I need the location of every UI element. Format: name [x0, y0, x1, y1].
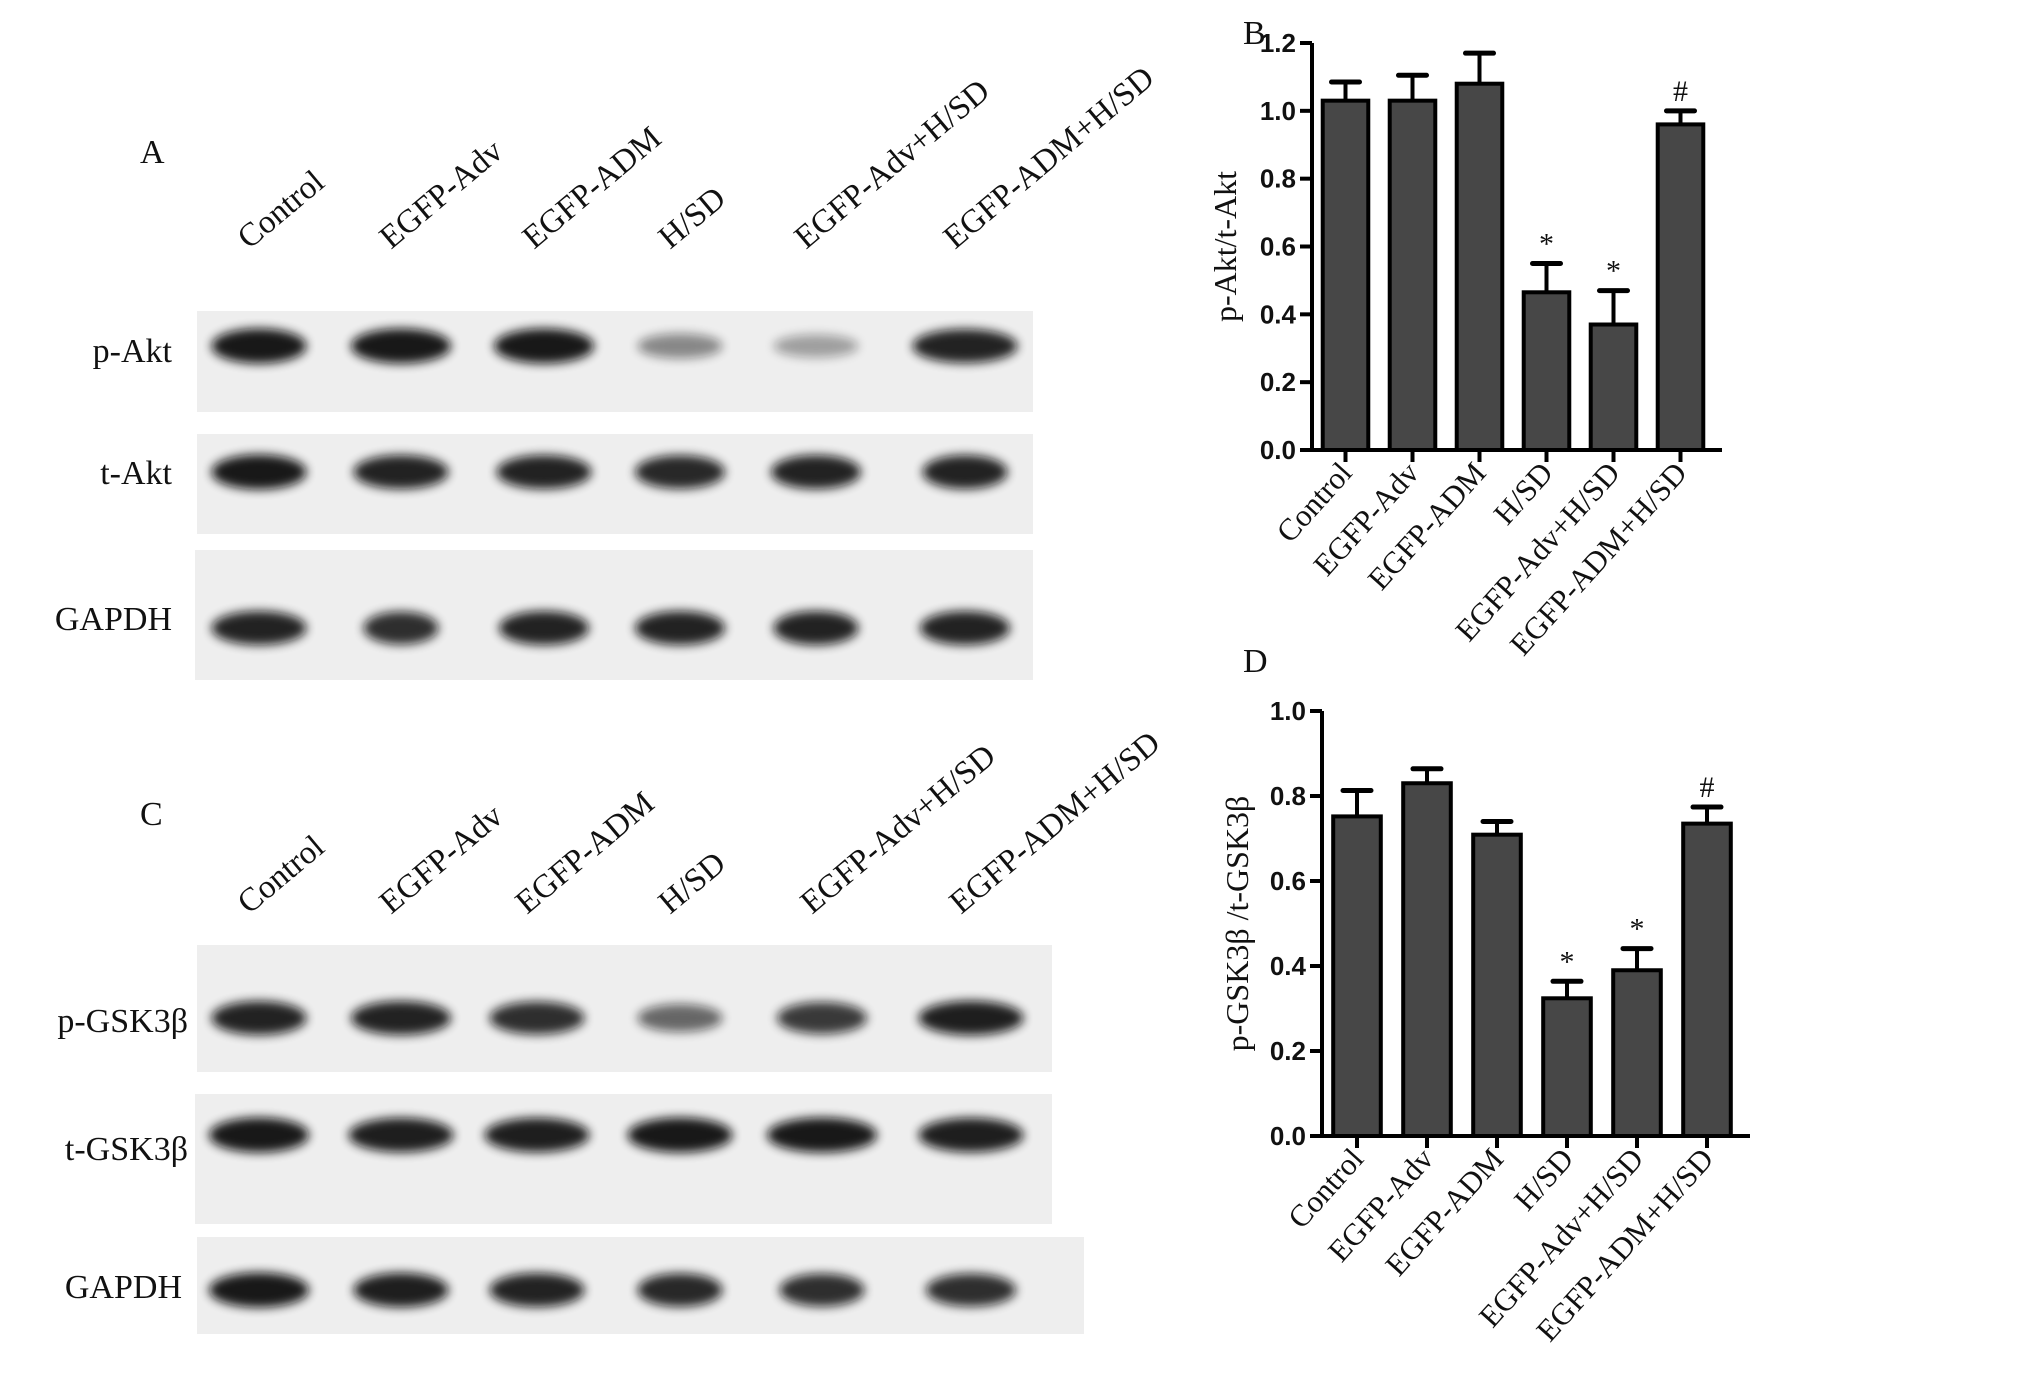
- significance-marker: #: [1673, 75, 1688, 108]
- protein-band: [351, 1001, 451, 1035]
- y-tick-label: 0.6: [1270, 866, 1306, 896]
- panel-label: B: [1243, 15, 1266, 52]
- lane-label: H/SD: [652, 845, 733, 921]
- bar: [1471, 832, 1523, 1138]
- lane-label: H/SD: [652, 180, 733, 256]
- y-axis-label: p-Akt/t-Akt: [1207, 171, 1243, 322]
- protein-band: [353, 455, 449, 489]
- y-tick-label: 0.8: [1270, 781, 1306, 811]
- protein-band: [767, 1117, 877, 1153]
- protein-band: [918, 1117, 1024, 1153]
- significance-marker: *: [1630, 913, 1645, 946]
- significance-marker: *: [1560, 945, 1575, 978]
- protein-band: [353, 1272, 449, 1308]
- row-label: p-Akt: [93, 333, 173, 370]
- protein-band: [211, 1001, 307, 1035]
- blot-strip: [197, 311, 1033, 412]
- protein-band: [496, 455, 592, 489]
- bar-chart-panel-b: B0.00.20.40.60.81.01.2p-Akt/t-AktControl…: [1207, 15, 1722, 662]
- protein-band: [635, 611, 725, 645]
- bar: [1320, 98, 1371, 453]
- lane-label: Control: [231, 829, 331, 921]
- y-tick-label: 0.0: [1270, 1121, 1306, 1151]
- protein-band: [211, 611, 307, 645]
- lane-label: EGFP-ADM: [516, 120, 668, 256]
- y-tick-label: 0.0: [1260, 435, 1296, 465]
- significance-marker: *: [1539, 227, 1554, 260]
- protein-band: [773, 334, 859, 358]
- y-tick-label: 0.8: [1260, 164, 1296, 194]
- protein-band: [779, 1273, 865, 1307]
- blot-strip: [195, 550, 1033, 680]
- protein-band: [637, 1004, 723, 1032]
- lane-label: Control: [231, 164, 331, 256]
- y-tick-label: 0.2: [1270, 1036, 1306, 1066]
- protein-band: [489, 1001, 585, 1035]
- protein-band: [637, 333, 723, 359]
- row-label: t-GSK3β: [65, 1131, 188, 1168]
- y-tick-label: 0.2: [1260, 367, 1296, 397]
- bar: [1401, 781, 1453, 1138]
- row-label: GAPDH: [55, 601, 172, 638]
- protein-band: [912, 329, 1018, 363]
- y-tick-label: 1.2: [1260, 28, 1296, 58]
- bar: [1521, 290, 1572, 452]
- row-label: t-Akt: [100, 455, 172, 492]
- protein-band: [211, 454, 307, 490]
- protein-band: [209, 1117, 309, 1153]
- bar: [1588, 322, 1639, 452]
- bar: [1541, 996, 1593, 1138]
- row-label: p-GSK3β: [57, 1003, 188, 1040]
- protein-band: [627, 1117, 733, 1153]
- protein-band: [348, 1117, 454, 1153]
- blot-strip: [197, 945, 1052, 1072]
- protein-band: [920, 611, 1010, 645]
- panel-label: D: [1243, 643, 1268, 680]
- protein-band: [494, 328, 594, 364]
- protein-band: [777, 1002, 867, 1034]
- bar: [1611, 968, 1663, 1138]
- protein-band: [773, 611, 859, 645]
- protein-band: [363, 611, 439, 645]
- protein-band: [637, 1273, 723, 1307]
- bar: [1387, 98, 1438, 453]
- protein-band: [484, 1117, 590, 1153]
- y-axis-label: p-GSK3β /t-GSK3β: [1219, 796, 1255, 1052]
- protein-band: [209, 1272, 309, 1308]
- protein-band: [489, 1273, 585, 1307]
- y-tick-label: 0.6: [1260, 232, 1296, 262]
- y-tick-label: 1.0: [1270, 696, 1306, 726]
- bar: [1331, 814, 1383, 1139]
- protein-band: [635, 455, 725, 489]
- y-tick-label: 0.4: [1270, 951, 1307, 981]
- protein-band: [211, 328, 307, 364]
- protein-band: [351, 328, 451, 364]
- blot-strip: [197, 434, 1033, 534]
- lane-label: EGFP-Adv: [373, 798, 510, 921]
- lane-label: EGFP-ADM: [509, 785, 661, 921]
- protein-band: [771, 455, 861, 489]
- bar: [1681, 821, 1733, 1138]
- panel-label: A: [140, 134, 165, 171]
- bar-chart-panel-d: D0.00.20.40.60.81.0p-GSK3β /t-GSK3βContr…: [1219, 643, 1750, 1348]
- row-label: GAPDH: [65, 1269, 182, 1306]
- significance-marker: *: [1606, 255, 1621, 288]
- bar: [1454, 81, 1505, 452]
- significance-marker: #: [1700, 771, 1715, 804]
- panel-label: C: [140, 796, 163, 833]
- protein-band: [926, 1273, 1016, 1307]
- y-tick-label: 0.4: [1260, 299, 1297, 329]
- protein-band: [922, 455, 1008, 489]
- y-tick-label: 1.0: [1260, 96, 1296, 126]
- blot-strip: [195, 1094, 1052, 1224]
- lane-label: EGFP-Adv: [373, 133, 510, 256]
- protein-band: [918, 1000, 1024, 1036]
- bar: [1655, 122, 1706, 453]
- protein-band: [499, 611, 589, 645]
